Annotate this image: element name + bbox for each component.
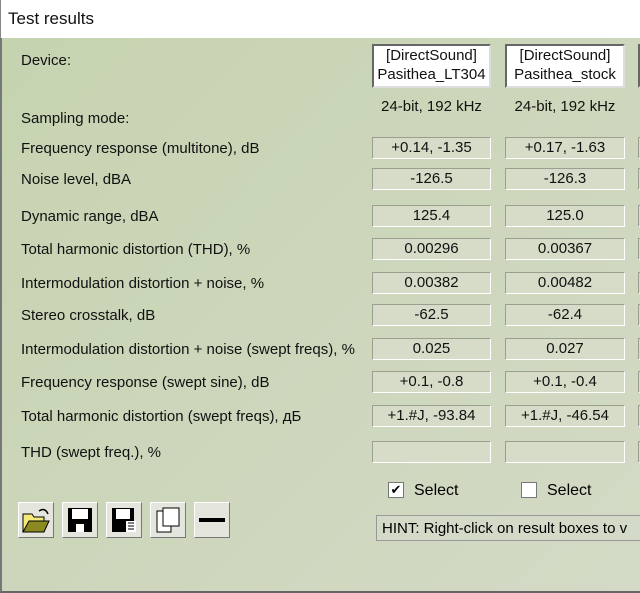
result-box[interactable]: 125.4	[372, 205, 491, 227]
row-label: Frequency response (multitone), dB	[21, 140, 260, 157]
result-box-3[interactable]	[638, 371, 640, 393]
hint-text: HINT: Right-click on result boxes to v	[376, 515, 640, 541]
results-panel: Device: Sampling mode: Frequency response …	[0, 38, 640, 593]
result-box-3[interactable]	[638, 338, 640, 360]
row-label: Stereo crosstalk, dB	[21, 307, 156, 324]
result-box[interactable]: 0.00382	[372, 272, 491, 294]
result-box-3[interactable]	[638, 405, 640, 427]
result-box[interactable]: +1.#J, -46.54	[505, 405, 625, 427]
select-checkbox[interactable]	[521, 482, 537, 498]
result-box[interactable]: 0.00296	[372, 238, 491, 260]
result-box-3[interactable]	[638, 168, 640, 190]
device-name: Pasithea_stock	[514, 66, 616, 83]
result-box[interactable]: +0.17, -1.63	[505, 137, 625, 159]
select-label: Select	[547, 482, 592, 499]
row-label: Frequency response (swept sine), dB	[21, 374, 270, 391]
copy-button[interactable]	[150, 502, 186, 538]
result-box[interactable]	[505, 441, 625, 463]
result-box[interactable]: -126.3	[505, 168, 625, 190]
device-header-3[interactable]	[638, 44, 640, 88]
remove-button[interactable]	[194, 502, 230, 538]
device-api: [DirectSound]	[519, 47, 611, 64]
result-box-3[interactable]	[638, 304, 640, 326]
device-header[interactable]: [DirectSound] Pasithea_stock	[505, 44, 625, 88]
select-checkbox[interactable]: ✔	[388, 482, 404, 498]
row-label: Noise level, dBA	[21, 171, 132, 188]
result-box[interactable]: 0.027	[505, 338, 625, 360]
result-box-3[interactable]	[638, 238, 640, 260]
row-label: Intermodulation distortion + noise, %	[21, 275, 265, 292]
result-box[interactable]: +0.1, -0.8	[372, 371, 491, 393]
sampling-mode: 24-bit, 192 kHz	[514, 98, 616, 115]
select-label: Select	[414, 482, 459, 499]
save-icon	[68, 508, 92, 532]
result-box[interactable]: +0.14, -1.35	[372, 137, 491, 159]
row-label: Device:	[21, 52, 72, 69]
row-label: Total harmonic distortion (swept freqs),…	[21, 408, 302, 425]
result-box[interactable]: 0.025	[372, 338, 491, 360]
result-box[interactable]: -126.5	[372, 168, 491, 190]
result-box[interactable]: 0.00482	[505, 272, 625, 294]
result-box[interactable]: -62.5	[372, 304, 491, 326]
save-button[interactable]	[62, 502, 98, 538]
minus-icon	[199, 518, 225, 522]
result-box-3[interactable]	[638, 205, 640, 227]
open-folder-icon	[22, 508, 50, 533]
open-button[interactable]	[18, 502, 54, 538]
device-name: Pasithea_LT304	[377, 66, 486, 83]
device-api: [DirectSound]	[386, 47, 477, 64]
row-label: Sampling mode:	[21, 110, 130, 127]
row-label: THD (swept freq.), %	[21, 444, 162, 461]
device-header[interactable]: [DirectSound] Pasithea_LT304	[372, 44, 491, 88]
result-box-3[interactable]	[638, 137, 640, 159]
result-box-3[interactable]	[638, 441, 640, 463]
row-label: Intermodulation distortion + noise (swep…	[21, 341, 355, 358]
result-box[interactable]: -62.4	[505, 304, 625, 326]
save-as-button[interactable]	[106, 502, 142, 538]
result-box[interactable]: +1.#J, -93.84	[372, 405, 491, 427]
save-list-icon	[112, 508, 136, 532]
window-title: Test results	[0, 0, 640, 38]
row-label: Dynamic range, dBA	[21, 208, 159, 225]
result-box[interactable]: +0.1, -0.4	[505, 371, 625, 393]
row-label: Total harmonic distortion (THD), %	[21, 241, 251, 258]
result-box[interactable]	[372, 441, 491, 463]
sampling-mode: 24-bit, 192 kHz	[381, 98, 482, 115]
result-box-3[interactable]	[638, 272, 640, 294]
result-box[interactable]: 0.00367	[505, 238, 625, 260]
copy-icon	[156, 507, 180, 533]
result-box[interactable]: 125.0	[505, 205, 625, 227]
